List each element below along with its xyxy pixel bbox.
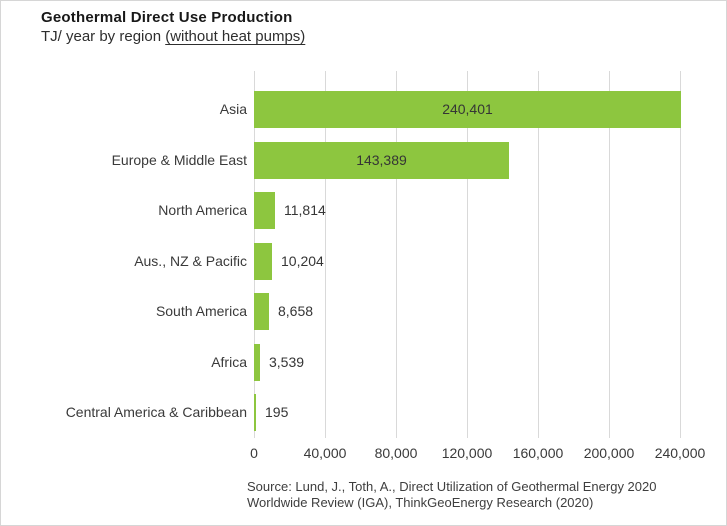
- gridline: [538, 71, 539, 438]
- bar-value-label: 10,204: [281, 253, 324, 269]
- chart-subtitle-prefix: TJ/ year by region: [41, 28, 166, 45]
- bar: [254, 293, 269, 330]
- category-label: South America: [155, 303, 247, 319]
- bar: [254, 142, 509, 179]
- category-label: Africa: [211, 354, 247, 370]
- bar-value-label: 11,814: [284, 202, 326, 218]
- source-line-1: Source: Lund, J., Toth, A., Direct Utili…: [247, 479, 657, 494]
- chart-subtitle-underlined: (without heat pumps): [165, 28, 306, 45]
- x-tick-label: 80,000: [374, 445, 418, 461]
- bar: [254, 243, 272, 280]
- gridline: [609, 71, 610, 438]
- bar-value-label: 3,539: [269, 354, 305, 370]
- x-tick-label: 200,000: [583, 445, 635, 461]
- x-tick-label: 240,000: [654, 445, 706, 461]
- gridline: [325, 71, 326, 438]
- bar: [254, 91, 681, 128]
- gridline: [680, 71, 681, 438]
- bar-value-label: 195: [265, 404, 289, 420]
- source-note: Source: Lund, J., Toth, A., Direct Utili…: [247, 479, 656, 511]
- x-tick-label: 120,000: [441, 445, 493, 461]
- category-label: Asia: [219, 101, 247, 117]
- bar: [254, 394, 256, 431]
- bar: [254, 344, 260, 381]
- bar-value-label: 240,401: [442, 101, 493, 117]
- bar: [254, 192, 275, 229]
- category-label: Central America & Caribbean: [65, 404, 247, 420]
- gridline: [396, 71, 397, 438]
- category-label: Europe & Middle East: [111, 152, 247, 168]
- chart-subtitle: TJ/ year by region (without heat pumps): [41, 28, 305, 45]
- category-label: North America: [158, 202, 247, 218]
- x-tick-label: 0: [250, 445, 258, 461]
- category-label: Aus., NZ & Pacific: [134, 253, 247, 269]
- bar-value-label: 143,389: [356, 152, 407, 168]
- source-line-2: Worldwide Review (IGA), ThinkGeoEnergy R…: [247, 495, 594, 510]
- bar-value-label: 8,658: [278, 303, 314, 319]
- x-tick-label: 40,000: [303, 445, 347, 461]
- x-tick-label: 160,000: [512, 445, 564, 461]
- chart-title: Geothermal Direct Use Production: [41, 9, 293, 26]
- gridline: [467, 71, 468, 438]
